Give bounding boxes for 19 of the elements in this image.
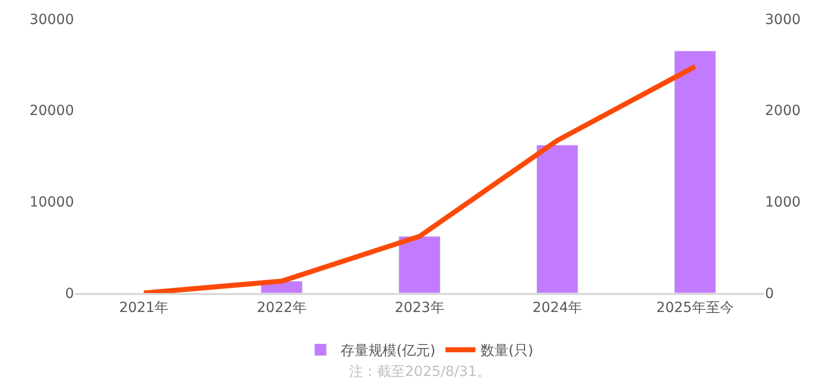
y-tick-label: 0 <box>65 286 74 302</box>
x-tick-label: 2021年 <box>119 300 169 316</box>
y2-tick-label: 3000 <box>765 12 801 28</box>
legend-label: 数量(只) <box>480 343 534 360</box>
y2-tick-label: 0 <box>765 286 774 302</box>
legend-label: 存量规模(亿元) <box>340 343 436 360</box>
y-tick-label: 10000 <box>29 194 74 211</box>
x-tick-label: 2022年 <box>256 300 307 316</box>
x-tick-label: 2025年至今 <box>656 300 734 316</box>
x-tick-label: 2024年 <box>532 300 582 316</box>
y-tick-label: 30000 <box>29 12 74 28</box>
y-tick-label: 20000 <box>29 103 74 120</box>
x-tick-label: 2023年 <box>394 300 444 316</box>
bar <box>536 144 578 293</box>
text: 注：截至2025/8/31。 <box>349 364 491 380</box>
bar <box>674 50 716 293</box>
bar <box>398 236 440 293</box>
y2-tick-label: 1000 <box>765 194 801 211</box>
y2-tick-label: 2000 <box>765 103 801 120</box>
